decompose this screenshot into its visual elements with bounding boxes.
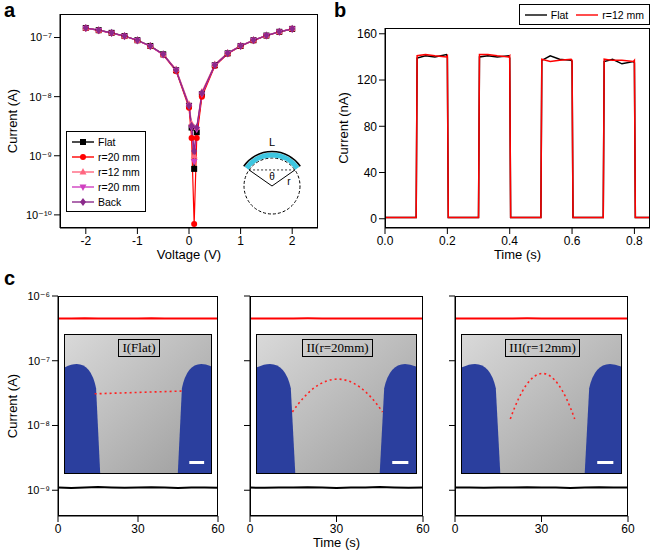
- svg-text:-1: -1: [132, 234, 143, 248]
- html-text:r=20 mm: r=20 mm: [98, 150, 140, 163]
- html-text:II(r=20mm): II(r=20mm): [306, 340, 369, 355]
- html-text:Voltage (V): Voltage (V): [156, 247, 222, 262]
- html-text:Flat: Flat: [98, 135, 116, 148]
- svg-text:r: r: [287, 176, 291, 187]
- svg-text:80: 80: [364, 120, 378, 134]
- svg-text:0.4: 0.4: [501, 234, 518, 248]
- svg-text:0.8: 0.8: [626, 234, 643, 248]
- html-text:r=12 mm: r=12 mm: [98, 165, 140, 178]
- svg-text:10⁻⁹: 10⁻⁹: [29, 150, 52, 162]
- html-text:b: b: [334, 0, 347, 21]
- svg-text:60: 60: [621, 522, 635, 536]
- svg-text:0.2: 0.2: [439, 234, 456, 248]
- svg-text:L: L: [269, 136, 275, 148]
- svg-text:1: 1: [237, 234, 244, 248]
- svg-text:10⁻⁷: 10⁻⁷: [28, 355, 50, 367]
- svg-text:30: 30: [131, 522, 145, 536]
- html-text:Back: Back: [98, 195, 122, 208]
- svg-text:60: 60: [211, 522, 225, 536]
- svg-text:0: 0: [452, 522, 459, 536]
- svg-text:120: 120: [357, 73, 377, 87]
- svg-text:40: 40: [364, 166, 378, 180]
- html-text:Time (s): Time (s): [493, 247, 542, 262]
- svg-text:10⁻¹⁰: 10⁻¹⁰: [26, 209, 53, 221]
- svg-text:0: 0: [186, 234, 193, 248]
- html-text:Current (A): Current (A): [4, 88, 20, 154]
- html-text:Current (nA): Current (nA): [335, 92, 351, 164]
- svg-text:0.6: 0.6: [564, 234, 581, 248]
- svg-text:10⁻⁶: 10⁻⁶: [27, 290, 50, 302]
- svg-text:10⁻⁸: 10⁻⁸: [29, 91, 52, 103]
- svg-text:0: 0: [55, 522, 62, 536]
- svg-text:10⁻⁹: 10⁻⁹: [27, 484, 50, 496]
- html-text:I(Flat): I(Flat): [122, 340, 156, 355]
- svg-text:30: 30: [330, 522, 344, 536]
- svg-text:0.0: 0.0: [377, 234, 394, 248]
- svg-text:60: 60: [416, 522, 430, 536]
- html-text:a: a: [4, 0, 16, 21]
- html-text:c: c: [4, 267, 16, 289]
- svg-text:10⁻⁸: 10⁻⁸: [27, 419, 50, 431]
- html-text:r=12 mm: r=12 mm: [602, 8, 644, 21]
- svg-text:0: 0: [247, 522, 254, 536]
- svg-text:-2: -2: [80, 234, 91, 248]
- html-text:Current (A): Current (A): [4, 373, 20, 439]
- html-text:Time (s): Time (s): [312, 535, 361, 550]
- svg-text:160: 160: [357, 27, 377, 41]
- svg-text:10⁻⁷: 10⁻⁷: [30, 31, 52, 43]
- html-text:r=20 mm: r=20 mm: [98, 180, 140, 193]
- svg-text:30: 30: [535, 522, 549, 536]
- html-text:Flat: Flat: [550, 8, 569, 21]
- svg-text:θ: θ: [269, 171, 275, 182]
- svg-text:0: 0: [370, 212, 377, 226]
- html-text:III(r=12mm): III(r=12mm): [509, 340, 576, 355]
- svg-text:2: 2: [289, 234, 296, 248]
